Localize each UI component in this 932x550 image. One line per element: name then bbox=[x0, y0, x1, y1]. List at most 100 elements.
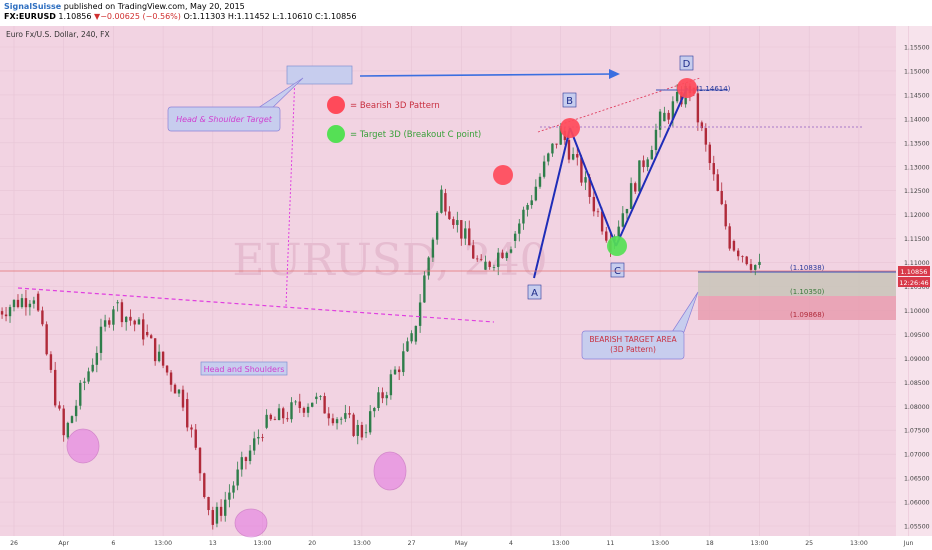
candle-body bbox=[551, 143, 554, 154]
candle-body bbox=[728, 226, 731, 249]
close-value: C:1.10856 bbox=[315, 12, 357, 21]
candle-body bbox=[153, 338, 157, 362]
y-tick-label: 1.13000 bbox=[904, 164, 930, 171]
y-tick-label: 1.05500 bbox=[904, 524, 930, 531]
candle-body bbox=[505, 252, 508, 259]
candle-body bbox=[36, 293, 40, 311]
candle-body bbox=[12, 299, 16, 308]
candle-body bbox=[331, 418, 335, 424]
x-tick-label: 11 bbox=[606, 540, 614, 547]
bearish-callout bbox=[581, 330, 685, 360]
target-zone-lower bbox=[698, 296, 896, 320]
candle-body bbox=[53, 369, 57, 406]
candle-body bbox=[745, 256, 748, 265]
candle-body bbox=[311, 402, 314, 407]
candle-body bbox=[456, 220, 459, 225]
x-tick-label: 6 bbox=[111, 540, 115, 547]
ab-line bbox=[533, 127, 571, 279]
candle-body bbox=[538, 176, 542, 187]
x-tick-label: 26 bbox=[10, 540, 18, 547]
candle-body bbox=[431, 239, 435, 258]
candle-body bbox=[444, 193, 447, 212]
candle-body bbox=[248, 450, 252, 462]
red-marker-d bbox=[677, 78, 697, 98]
candle-body bbox=[95, 352, 99, 365]
candle-body bbox=[91, 364, 94, 372]
legend-red-marker bbox=[327, 96, 345, 114]
candle-body bbox=[273, 419, 277, 421]
candle-body bbox=[83, 381, 86, 383]
candle-body bbox=[671, 101, 675, 120]
chart-header: SignalSuisse published on TradingView.co… bbox=[0, 0, 932, 26]
left-shoulder-circle bbox=[66, 428, 100, 464]
candle-body bbox=[741, 256, 744, 258]
candle-body bbox=[124, 316, 128, 323]
published-text: published on TradingView.com, May 20, 20… bbox=[63, 2, 245, 11]
y-tick-label: 1.07500 bbox=[904, 428, 930, 435]
candle-body bbox=[605, 231, 608, 241]
candle-body bbox=[625, 208, 629, 214]
candle-body bbox=[617, 226, 620, 237]
candle-body bbox=[207, 497, 210, 511]
candle-body bbox=[724, 204, 727, 227]
candle-body bbox=[402, 351, 405, 373]
candle-body bbox=[479, 259, 483, 261]
candle-body bbox=[749, 264, 753, 270]
grid bbox=[0, 26, 909, 536]
green-marker-c bbox=[607, 236, 627, 256]
candle-body bbox=[720, 190, 723, 205]
candle-body bbox=[732, 240, 736, 251]
candle-body bbox=[555, 143, 558, 145]
candle-body bbox=[712, 163, 715, 175]
candle-body bbox=[8, 307, 12, 317]
x-tick-label: 27 bbox=[408, 540, 416, 547]
point-d: D bbox=[683, 59, 691, 70]
candle-body bbox=[646, 159, 649, 168]
candle-body bbox=[145, 332, 149, 336]
candle-body bbox=[16, 299, 20, 308]
point-a-box bbox=[527, 284, 542, 300]
candle-body bbox=[181, 389, 185, 408]
y-tick-label: 1.08000 bbox=[904, 404, 930, 411]
candle-body bbox=[492, 266, 496, 268]
candle-body bbox=[642, 160, 645, 168]
candle-body bbox=[440, 189, 443, 213]
x-tick-label: 13:00 bbox=[353, 540, 371, 547]
legend-green-marker bbox=[327, 125, 345, 143]
candle-body bbox=[696, 93, 700, 123]
candle-body bbox=[427, 257, 430, 276]
point-b: B bbox=[566, 96, 573, 107]
candle-body bbox=[41, 310, 44, 325]
candle-body bbox=[650, 149, 654, 160]
candle-body bbox=[663, 112, 666, 122]
candle-body bbox=[567, 140, 571, 160]
candle-body bbox=[306, 406, 310, 413]
candle-body bbox=[133, 320, 136, 325]
x-tick-label: 13:00 bbox=[254, 540, 272, 547]
publisher-link[interactable]: SignalSuisse bbox=[4, 2, 62, 11]
candle-body bbox=[596, 211, 600, 213]
candle-body bbox=[315, 396, 318, 400]
y-tick-label: 1.14000 bbox=[904, 116, 930, 123]
candle-body bbox=[526, 205, 529, 210]
low-value: L:1.10610 bbox=[272, 12, 313, 21]
candle-body bbox=[129, 316, 132, 321]
candle-body bbox=[559, 125, 562, 145]
candle-body bbox=[24, 298, 28, 308]
candle-body bbox=[621, 213, 625, 227]
candle-body bbox=[634, 183, 637, 192]
chart-title: Euro Fx/U.S. Dollar, 240, FX bbox=[6, 30, 110, 39]
candle-body bbox=[290, 402, 293, 420]
candle-body bbox=[360, 424, 364, 438]
candle-body bbox=[530, 200, 533, 206]
candle-body bbox=[497, 252, 500, 267]
target-level-1: (1.10838) bbox=[790, 264, 825, 272]
candle-body bbox=[261, 436, 264, 438]
candle-body bbox=[522, 209, 525, 224]
candle-body bbox=[452, 219, 455, 225]
candle-body bbox=[423, 275, 426, 303]
y-tick-label: 1.10500 bbox=[904, 284, 930, 291]
x-tick-label: 18 bbox=[706, 540, 714, 547]
y-tick-label: 1.15000 bbox=[904, 68, 930, 75]
